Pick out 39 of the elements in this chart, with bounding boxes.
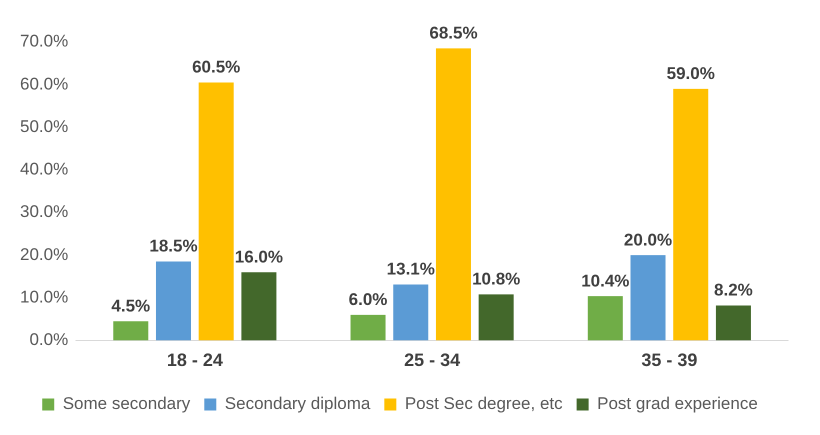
y-tick-label: 40.0% bbox=[20, 160, 68, 179]
y-tick-label: 60.0% bbox=[20, 74, 68, 94]
bar bbox=[716, 305, 751, 340]
data-label: 18.5% bbox=[149, 236, 198, 256]
bar bbox=[198, 82, 234, 340]
bar bbox=[113, 321, 148, 340]
bar bbox=[478, 294, 514, 340]
y-tick-label: 30.0% bbox=[20, 202, 68, 222]
y-tick-label: 0.0% bbox=[29, 330, 68, 350]
x-tick-label: 35 - 39 bbox=[641, 350, 698, 370]
data-label: 6.0% bbox=[348, 290, 388, 310]
bar bbox=[156, 262, 191, 340]
y-tick-label: 10.0% bbox=[20, 287, 68, 306]
legend-label: Post grad experience bbox=[597, 394, 758, 414]
y-tick-label: 50.0% bbox=[20, 116, 68, 136]
data-label: 20.0% bbox=[624, 230, 672, 250]
bar bbox=[673, 88, 708, 340]
data-label: 10.4% bbox=[581, 271, 630, 290]
data-label: 59.0% bbox=[666, 64, 715, 84]
bar bbox=[436, 48, 471, 340]
bar bbox=[588, 296, 623, 340]
x-tick-label: 18 - 24 bbox=[166, 350, 223, 370]
bar bbox=[241, 272, 276, 340]
data-label: 8.2% bbox=[714, 280, 753, 300]
bar bbox=[630, 255, 666, 340]
data-label: 60.5% bbox=[192, 58, 240, 77]
y-tick-label: 20.0% bbox=[20, 244, 68, 264]
legend-label: Secondary diploma bbox=[224, 394, 371, 414]
bar bbox=[350, 314, 386, 340]
legend-label: Post Sec degree, etc bbox=[404, 394, 564, 414]
data-label: 68.5% bbox=[429, 24, 478, 43]
data-label: 4.5% bbox=[111, 296, 150, 316]
data-label: 10.8% bbox=[472, 270, 520, 289]
data-label: 13.1% bbox=[386, 260, 435, 279]
bar bbox=[393, 284, 428, 340]
legend-label: Some secondary bbox=[62, 394, 191, 414]
x-tick-label: 25 - 34 bbox=[404, 350, 460, 370]
data-label: 16.0% bbox=[234, 247, 283, 266]
y-tick-label: 70.0% bbox=[20, 32, 68, 51]
